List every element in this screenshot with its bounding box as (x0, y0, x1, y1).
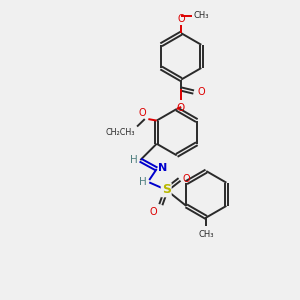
Text: S: S (162, 183, 171, 196)
Text: H: H (139, 177, 146, 188)
Text: H: H (130, 155, 138, 165)
Text: N: N (158, 164, 168, 173)
Text: CH₂CH₃: CH₂CH₃ (105, 128, 135, 137)
Text: O: O (197, 87, 205, 97)
Text: O: O (182, 174, 190, 184)
Text: O: O (150, 207, 157, 217)
Text: O: O (176, 103, 185, 113)
Text: CH₃: CH₃ (194, 11, 209, 20)
Text: O: O (177, 14, 185, 24)
Text: O: O (139, 108, 147, 118)
Text: CH₃: CH₃ (199, 230, 214, 239)
